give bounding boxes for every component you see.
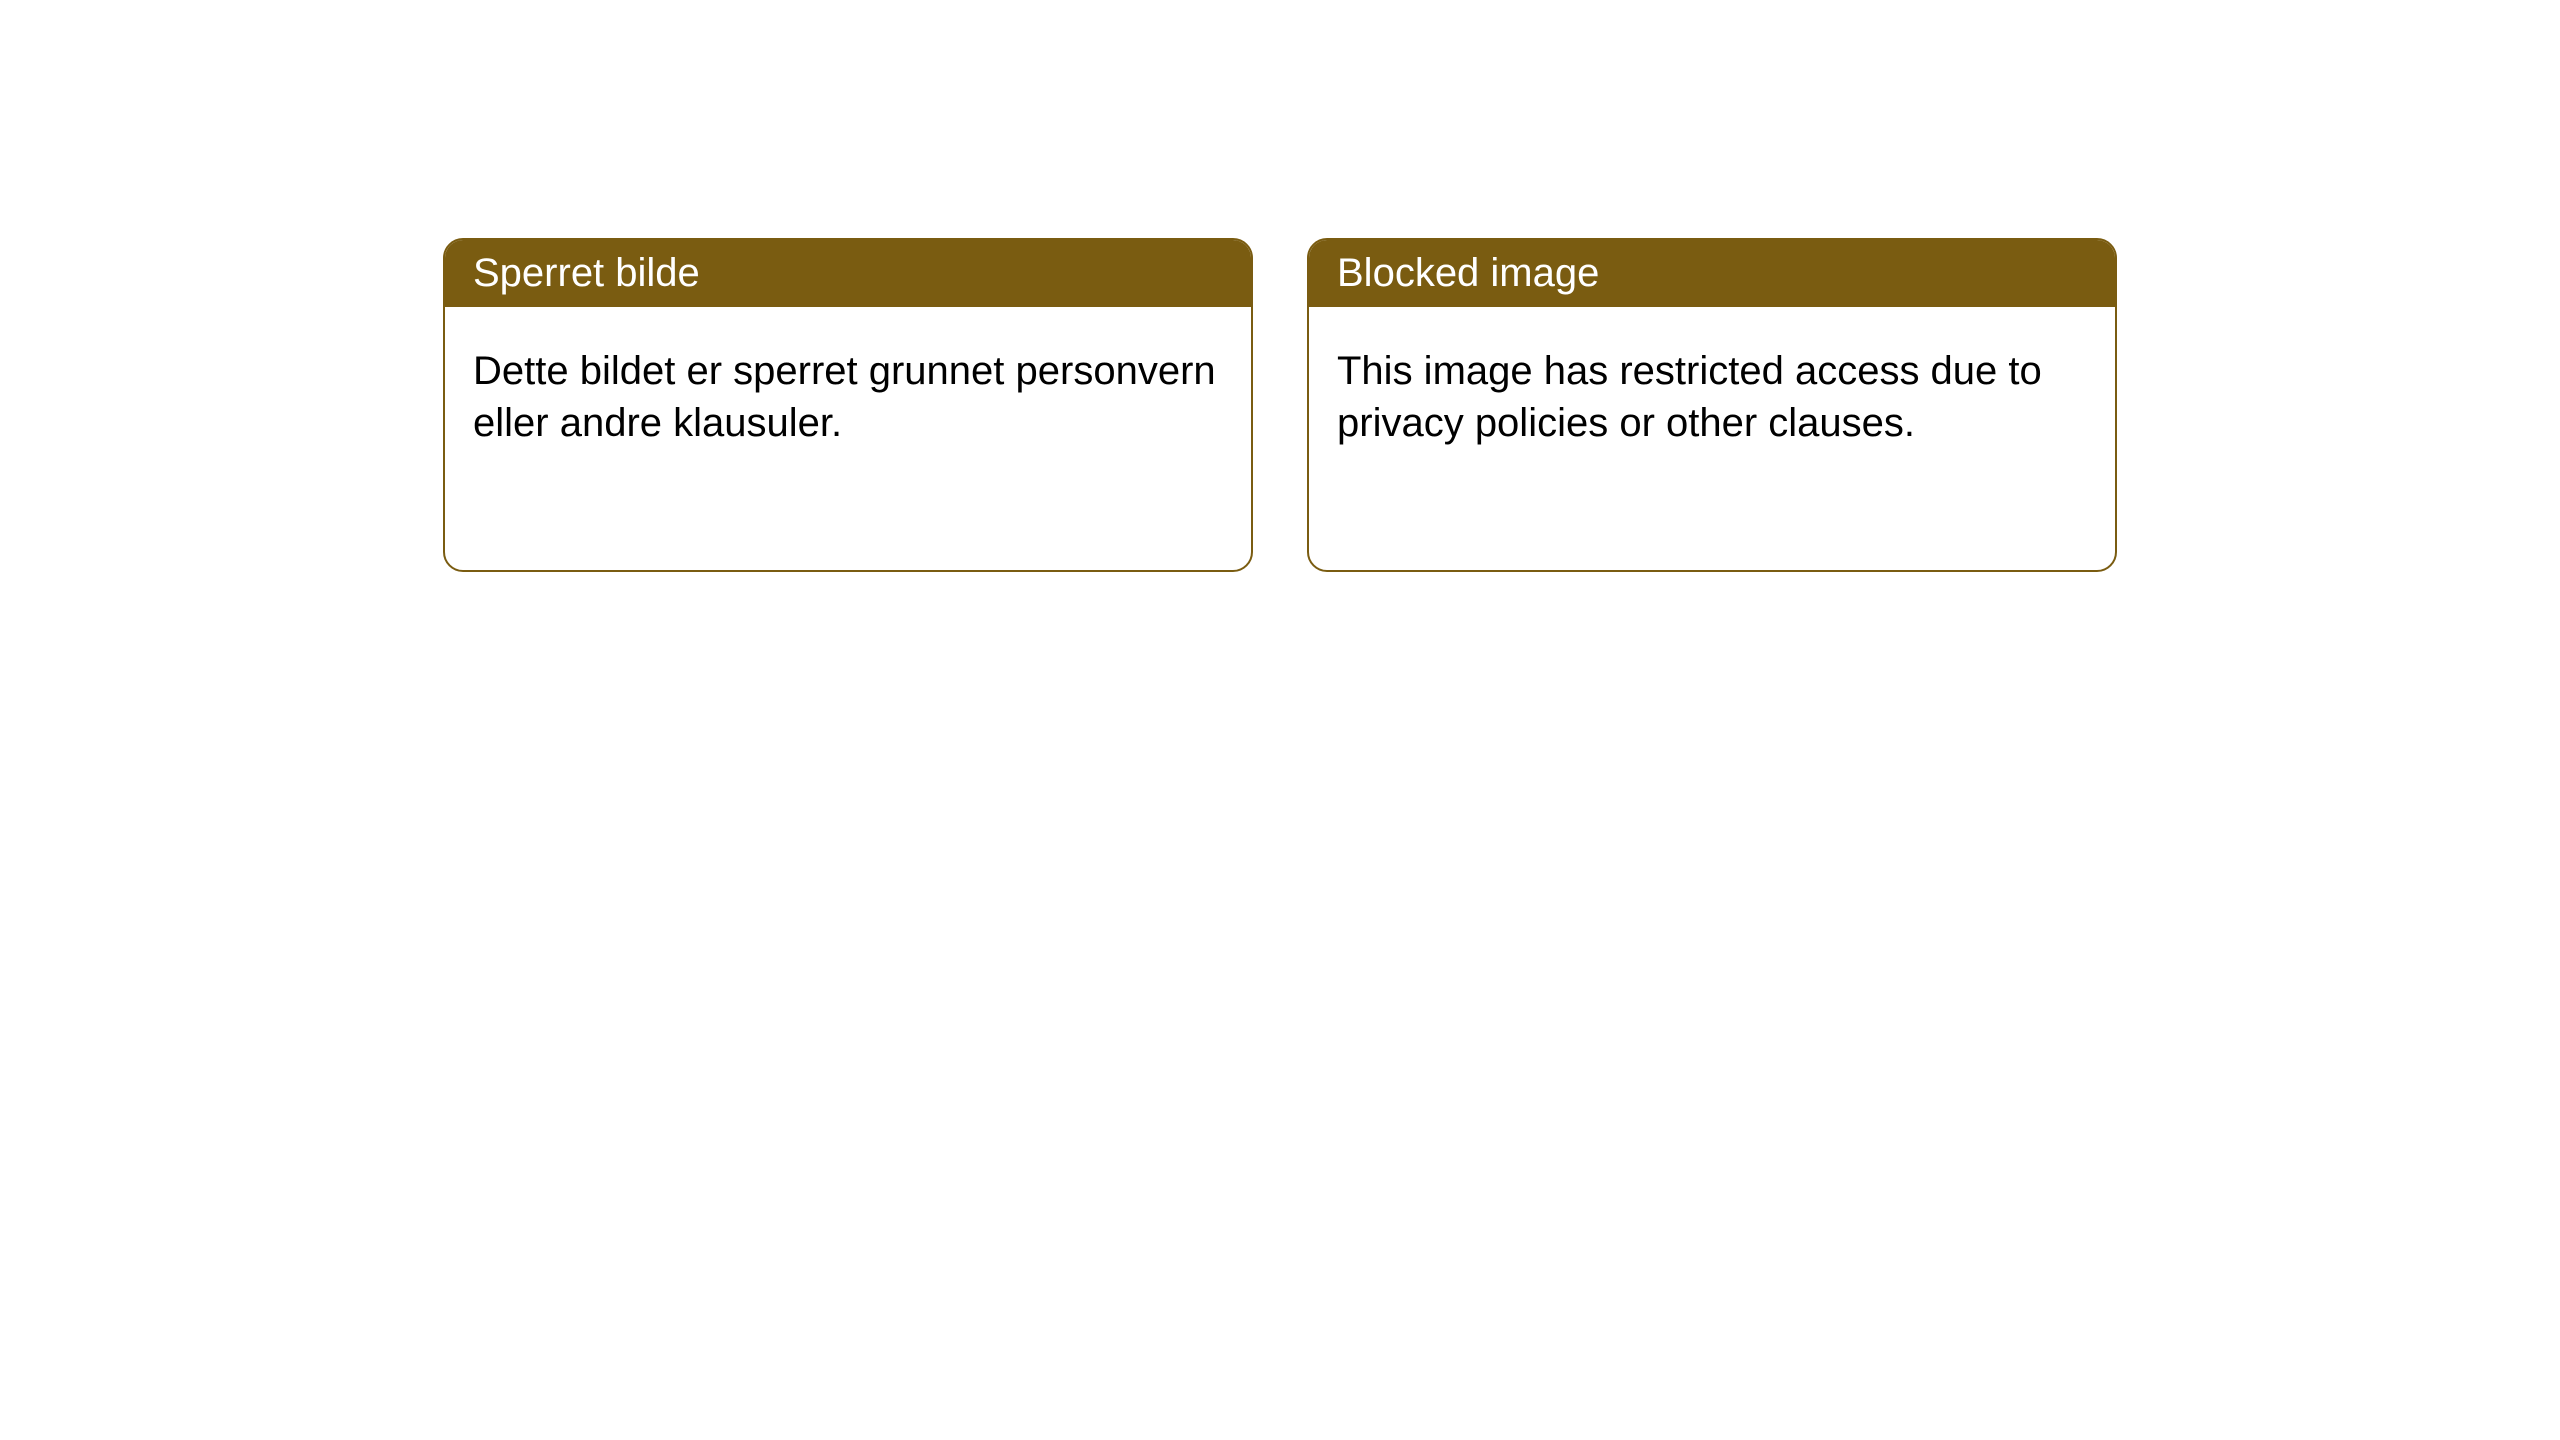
card-header: Sperret bilde (445, 240, 1251, 307)
blocked-image-card-no: Sperret bilde Dette bildet er sperret gr… (443, 238, 1253, 572)
blocked-image-card-en: Blocked image This image has restricted … (1307, 238, 2117, 572)
card-header: Blocked image (1309, 240, 2115, 307)
cards-container: Sperret bilde Dette bildet er sperret gr… (0, 0, 2560, 572)
card-body: This image has restricted access due to … (1309, 307, 2115, 487)
card-body: Dette bildet er sperret grunnet personve… (445, 307, 1251, 487)
